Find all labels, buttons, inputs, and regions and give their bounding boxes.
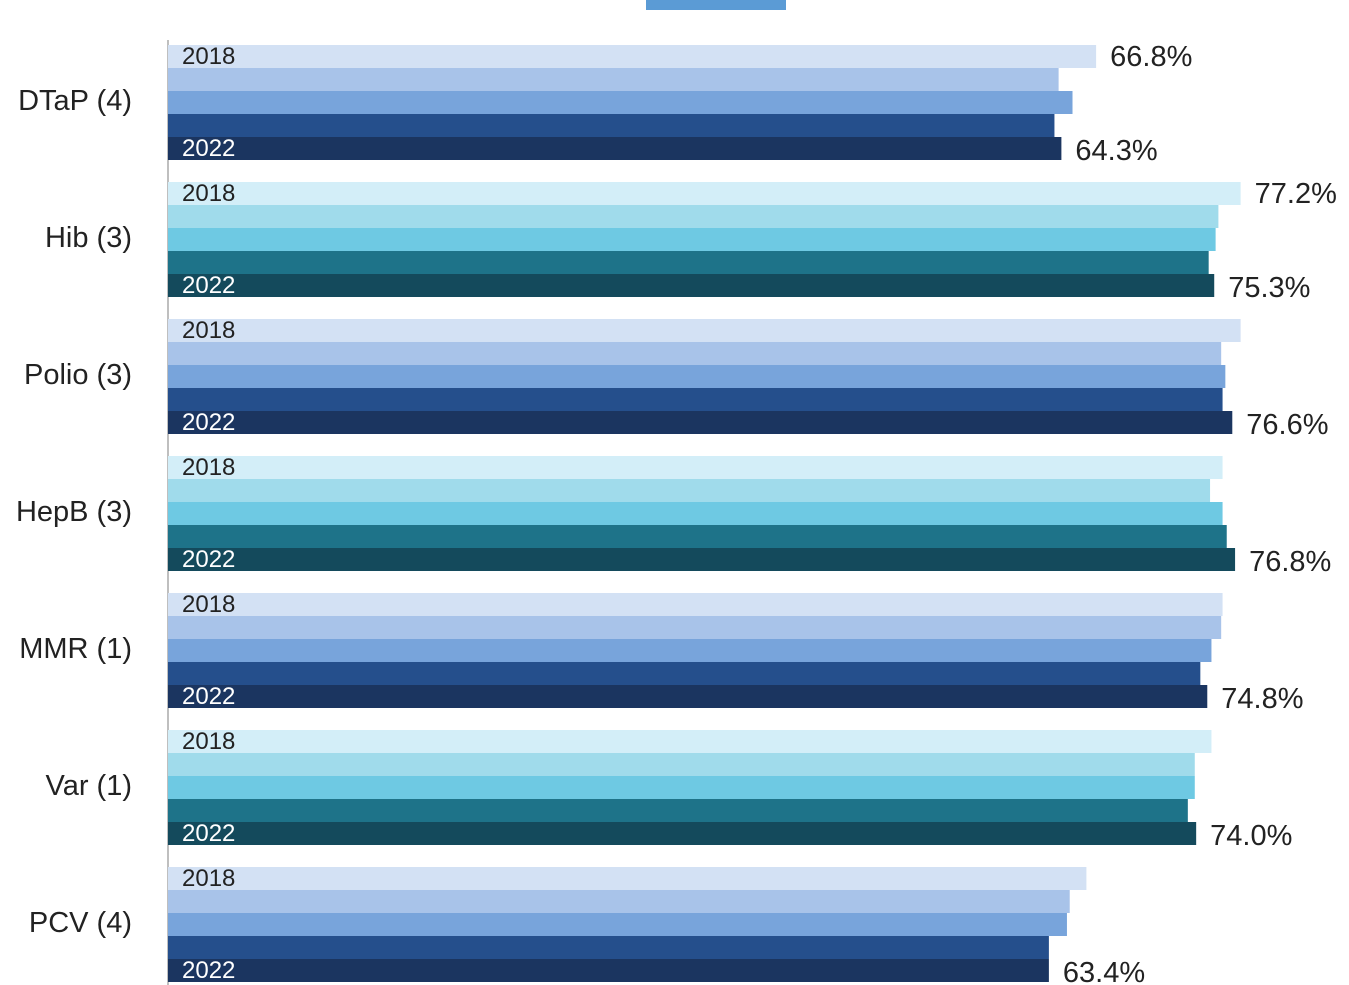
bar bbox=[168, 662, 1201, 685]
bar bbox=[168, 525, 1227, 548]
bar bbox=[168, 114, 1055, 137]
bar bbox=[168, 342, 1222, 365]
bar bbox=[168, 822, 1197, 845]
bar bbox=[168, 205, 1219, 228]
value-label: 74.8% bbox=[1221, 683, 1303, 715]
bar bbox=[168, 890, 1070, 913]
bar bbox=[168, 936, 1049, 959]
bar bbox=[168, 411, 1233, 434]
bar bbox=[168, 479, 1211, 502]
bar bbox=[168, 867, 1087, 890]
value-label: 74.0% bbox=[1210, 820, 1292, 852]
bar bbox=[168, 502, 1223, 525]
bar bbox=[168, 799, 1188, 822]
bar bbox=[168, 593, 1223, 616]
bar bbox=[168, 388, 1223, 411]
bar bbox=[168, 685, 1208, 708]
bar bbox=[168, 137, 1062, 160]
series-label: 2022 bbox=[182, 135, 235, 162]
bar bbox=[168, 913, 1067, 936]
bar bbox=[168, 182, 1241, 205]
value-label: 76.8% bbox=[1249, 546, 1331, 578]
category-label: Polio (3) bbox=[24, 359, 132, 391]
value-label: 75.3% bbox=[1228, 272, 1310, 304]
series-label: 2018 bbox=[182, 591, 235, 618]
bar bbox=[168, 456, 1223, 479]
category-label: MMR (1) bbox=[19, 633, 132, 665]
series-label: 2018 bbox=[182, 317, 235, 344]
bar bbox=[168, 45, 1097, 68]
value-label: 76.6% bbox=[1246, 409, 1328, 441]
category-label: Var (1) bbox=[46, 770, 132, 802]
bar bbox=[168, 228, 1216, 251]
series-label: 2022 bbox=[182, 272, 235, 299]
value-label: 64.3% bbox=[1075, 135, 1157, 167]
series-label: 2018 bbox=[182, 43, 235, 70]
series-label: 2018 bbox=[182, 180, 235, 207]
bar bbox=[168, 91, 1073, 114]
category-label: PCV (4) bbox=[29, 907, 132, 939]
series-label: 2018 bbox=[182, 454, 235, 481]
series-label: 2022 bbox=[182, 409, 235, 436]
value-label: 77.2% bbox=[1255, 178, 1337, 210]
category-label: Hib (3) bbox=[45, 222, 132, 254]
category-label: DTaP (4) bbox=[18, 85, 132, 117]
bar bbox=[168, 639, 1212, 662]
bar bbox=[168, 753, 1195, 776]
bar bbox=[168, 776, 1195, 799]
value-label: 66.8% bbox=[1110, 41, 1192, 73]
series-label: 2018 bbox=[182, 865, 235, 892]
bar bbox=[168, 365, 1226, 388]
bar bbox=[168, 730, 1212, 753]
series-label: 2022 bbox=[182, 546, 235, 573]
legend-remnant bbox=[646, 0, 786, 10]
value-label: 63.4% bbox=[1063, 957, 1145, 985]
bar bbox=[168, 68, 1059, 91]
bar bbox=[168, 959, 1049, 982]
series-label: 2022 bbox=[182, 820, 235, 847]
series-label: 2018 bbox=[182, 728, 235, 755]
series-label: 2022 bbox=[182, 683, 235, 710]
bar bbox=[168, 319, 1241, 342]
bar bbox=[168, 616, 1222, 639]
bar bbox=[168, 274, 1215, 297]
category-label: HepB (3) bbox=[16, 496, 132, 528]
bar bbox=[168, 251, 1209, 274]
series-label: 2022 bbox=[182, 957, 235, 984]
bar bbox=[168, 548, 1236, 571]
